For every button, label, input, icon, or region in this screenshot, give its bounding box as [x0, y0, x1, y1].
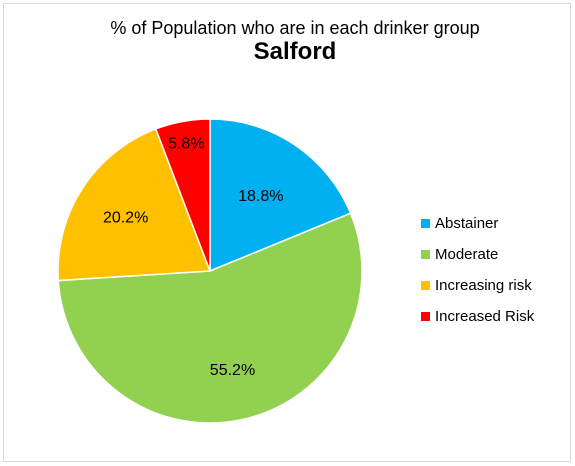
pie-slice-moderate	[57, 212, 363, 424]
data-label-abstainer: 18.8%	[238, 188, 283, 205]
data-label-increasing-risk: 20.2%	[103, 210, 148, 227]
legend-label: Increased Risk	[435, 307, 535, 325]
chart-title: % of Population who are in each drinker …	[110, 18, 480, 38]
data-label-moderate: 55.2%	[210, 362, 255, 379]
legend-label: Abstainer	[435, 214, 499, 232]
pie-slices	[57, 118, 363, 424]
pie-slice-increasing-risk	[57, 128, 212, 282]
chart-subtitle: Salford	[253, 38, 337, 65]
pie-slice-increased-risk	[154, 118, 211, 272]
legend-label: Increasing risk	[435, 276, 532, 294]
legend-swatch	[421, 218, 430, 228]
legend-swatch	[421, 280, 430, 290]
legend-item-increasing-risk: Increasing risk	[421, 273, 534, 297]
legend-item-abstainer: Abstainer	[421, 211, 534, 235]
pie-slice-abstainer	[209, 118, 352, 273]
legend-item-moderate: Moderate	[421, 242, 534, 266]
legend-item-increased-risk: Increased Risk	[421, 304, 534, 328]
legend-swatch	[421, 249, 430, 259]
chart-legend: Abstainer Moderate Increasing risk Increase…	[421, 211, 534, 335]
data-label-increased-risk: 5.8%	[168, 135, 204, 152]
pie-labels: 18.8% 55.2% 20.2% 5.8%	[103, 135, 284, 378]
chart-title-block: % of Population who are in each drinker …	[0, 18, 575, 66]
legend-label: Moderate	[435, 245, 499, 263]
legend-swatch	[421, 311, 430, 321]
